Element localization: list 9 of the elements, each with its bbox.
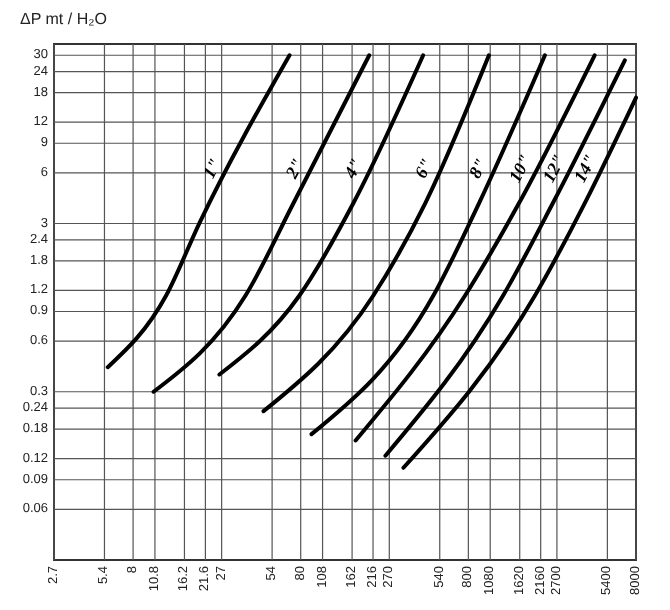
text: 12" <box>538 151 570 186</box>
y-axis-title: ΔP mt / H₂O <box>20 10 107 28</box>
text: 10" <box>504 151 536 186</box>
text: 6" <box>410 155 438 182</box>
text: 14" <box>569 151 601 186</box>
text: 1" <box>198 155 226 182</box>
text: 8" <box>464 155 492 182</box>
text: 4" <box>338 155 367 184</box>
text: 2" <box>280 155 308 184</box>
